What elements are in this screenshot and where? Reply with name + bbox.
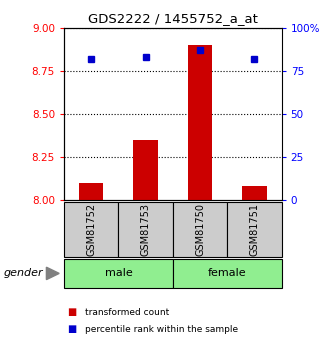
Text: transformed count: transformed count (85, 308, 169, 317)
Text: gender: gender (3, 268, 43, 278)
Text: male: male (105, 268, 132, 278)
Text: ■: ■ (67, 325, 76, 334)
Bar (188, 45, 212, 200)
Bar (133, 140, 158, 200)
Text: GSM81752: GSM81752 (86, 203, 96, 256)
Bar (242, 186, 267, 200)
Text: GSM81750: GSM81750 (195, 203, 205, 256)
Text: GDS2222 / 1455752_a_at: GDS2222 / 1455752_a_at (88, 12, 258, 25)
Text: GSM81753: GSM81753 (140, 203, 151, 256)
Text: ■: ■ (67, 307, 76, 317)
Text: percentile rank within the sample: percentile rank within the sample (85, 325, 238, 334)
Polygon shape (46, 267, 59, 279)
Text: GSM81751: GSM81751 (249, 203, 260, 256)
Bar (79, 183, 103, 200)
Text: female: female (208, 268, 246, 278)
